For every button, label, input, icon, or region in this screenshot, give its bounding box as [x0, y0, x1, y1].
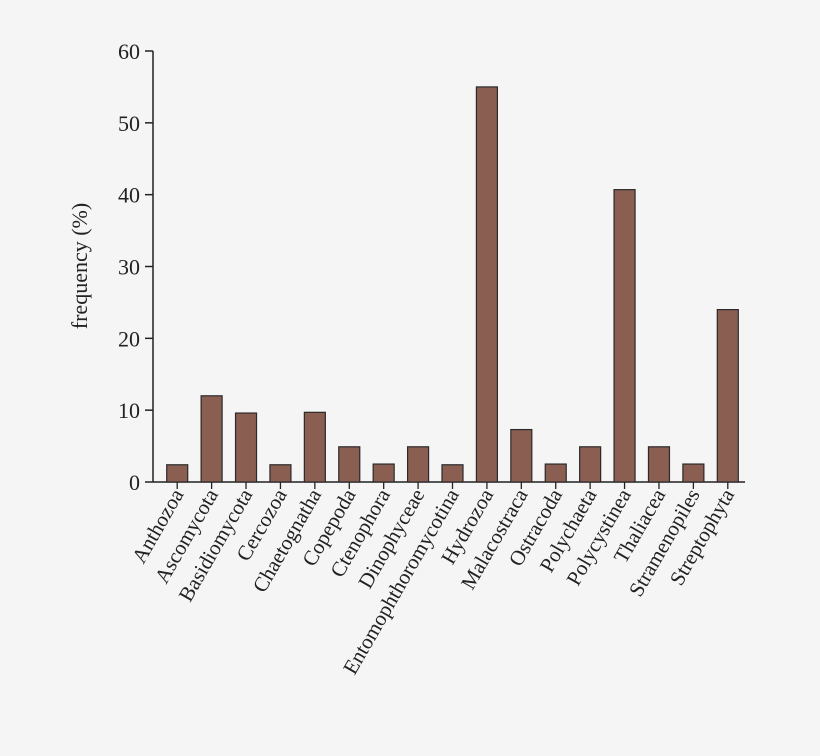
- bar: [647, 446, 671, 483]
- y-tick-label: 50: [118, 111, 140, 136]
- bar: [579, 446, 602, 483]
- bar: [510, 428, 533, 483]
- bar: [475, 86, 499, 483]
- bars: [166, 86, 739, 483]
- y-tick-label: 40: [118, 183, 140, 208]
- bar: [269, 464, 292, 483]
- x-axis: AnthozoaAscomycotaBasidiomycotaCercozoaC…: [127, 481, 745, 678]
- y-tick-label: 20: [118, 326, 140, 351]
- bar: [234, 412, 258, 483]
- bar: [338, 446, 361, 483]
- y-tick-label: 0: [129, 470, 140, 495]
- bar: [303, 411, 326, 483]
- bar: [372, 463, 395, 483]
- y-tick-label: 60: [118, 39, 140, 64]
- bar: [200, 395, 223, 483]
- y-tick-label: 30: [118, 255, 140, 280]
- bar: [166, 464, 189, 483]
- bar: [406, 446, 430, 483]
- bar: [544, 463, 567, 483]
- y-tick-label: 10: [118, 398, 140, 423]
- bar: [441, 464, 464, 483]
- y-axis-label: frequency (%): [67, 203, 92, 329]
- bar: [613, 189, 636, 483]
- bar: [716, 309, 739, 483]
- bar: [682, 463, 705, 483]
- y-axis: 0 10 20 30 40 50 60: [118, 39, 154, 495]
